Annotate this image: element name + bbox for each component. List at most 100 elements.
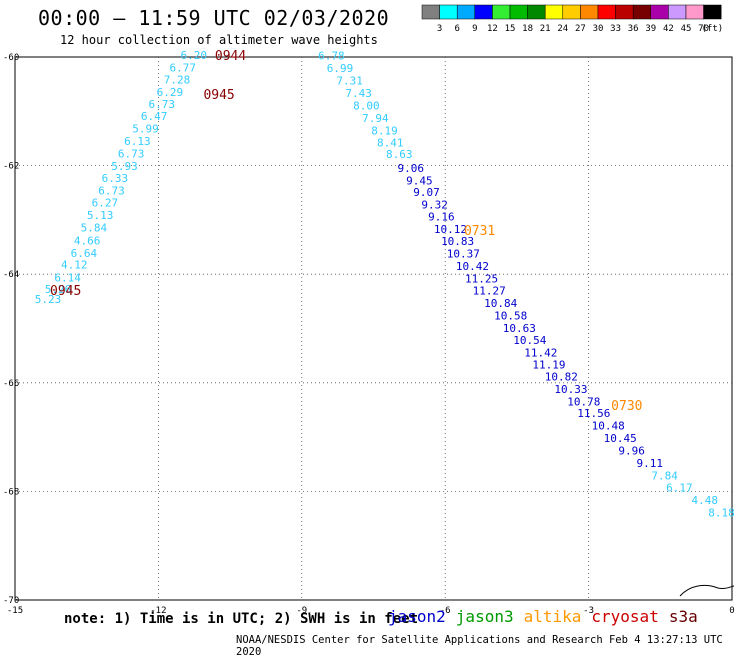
x-tick-label: 0 bbox=[729, 606, 734, 616]
pass-time-label: 0945 bbox=[203, 88, 234, 103]
pass-time-label: 0945 bbox=[50, 284, 81, 299]
data-points: 5.235.266.144.126.644.665.845.136.276.73… bbox=[35, 49, 735, 520]
pass-time-label: 0730 bbox=[611, 399, 642, 414]
y-tick-label: -60 bbox=[3, 53, 19, 63]
swh-point-jason2: 10.82 bbox=[545, 370, 578, 383]
colorbar-swatch bbox=[685, 4, 704, 20]
colorbar-swatch bbox=[562, 4, 581, 20]
colorbar-tick-label: 70 bbox=[698, 24, 709, 34]
swh-point-s3a: 5.99 bbox=[132, 123, 159, 136]
swh-point-jason2: 10.42 bbox=[456, 260, 489, 273]
swh-point-jason2: 7.84 bbox=[651, 470, 678, 483]
swh-point-jason2: 10.45 bbox=[604, 432, 637, 445]
x-tick-label: -3 bbox=[583, 606, 594, 616]
time-labels: 0944 0945 0945 0731 0730 bbox=[50, 49, 642, 414]
legend-s3a: s3a bbox=[668, 607, 698, 626]
swh-point-s3a: 7.31 bbox=[336, 74, 363, 87]
y-tick-label: -68 bbox=[3, 487, 19, 497]
y-tick-label: -66 bbox=[3, 379, 19, 389]
colorbar-swatch bbox=[509, 4, 528, 20]
chart-title: 00:00 – 11:59 UTC 02/03/2020 bbox=[38, 6, 390, 30]
colorbar-swatch bbox=[544, 4, 564, 20]
colorbar-swatch bbox=[527, 4, 546, 20]
swh-point-jason2: 11.25 bbox=[465, 273, 498, 286]
x-tick-label: -12 bbox=[150, 606, 166, 616]
swh-point-s3a: 6.29 bbox=[157, 86, 184, 99]
swh-point-s3a: 6.14 bbox=[54, 271, 81, 284]
swh-point-s3a: 8.00 bbox=[353, 99, 380, 112]
colorbar-tick-label: 21 bbox=[540, 24, 551, 34]
colorbar-tick-label: 18 bbox=[522, 24, 533, 34]
colorbar-tick-label: 39 bbox=[645, 24, 656, 34]
colorbar-swatch bbox=[650, 4, 669, 20]
colorbar-swatch bbox=[580, 4, 599, 20]
satellite-legend: jason2 jason3 altika cryosat s3a bbox=[388, 607, 708, 626]
swh-point-s3a: 6.20 bbox=[181, 49, 208, 62]
swh-point-jason2: 11.42 bbox=[524, 346, 557, 359]
units-note: note: 1) Time is in UTC; 2) SWH is in fe… bbox=[64, 611, 419, 627]
swh-point-s3a: 6.77 bbox=[170, 61, 197, 74]
swh-point-jason2: 9.11 bbox=[637, 457, 664, 470]
colorbar-tick-label: 36 bbox=[628, 24, 639, 34]
colorbar-swatch bbox=[615, 4, 634, 20]
coastline bbox=[679, 584, 735, 597]
colorbar-tick-label: 24 bbox=[557, 24, 568, 34]
swh-point-s3a: 5.26 bbox=[45, 283, 72, 296]
colorbar-tick-label: 9 bbox=[472, 24, 477, 34]
swh-point-s3a: 7.94 bbox=[362, 112, 389, 125]
swh-point-s3a: 6.73 bbox=[148, 98, 175, 111]
swh-point-s3a: 5.13 bbox=[87, 209, 114, 222]
colorbar-swatch bbox=[492, 4, 511, 20]
colorbar-tick-label: 45 bbox=[681, 24, 692, 34]
colorbar-swatch bbox=[597, 4, 616, 20]
swh-point-jason2: 9.96 bbox=[618, 445, 645, 458]
colorbar-swatch bbox=[668, 4, 687, 20]
swh-point-s3a: 5.84 bbox=[81, 222, 108, 235]
legend-jason2: jason2 bbox=[388, 607, 446, 626]
colorbar-tick-label: 3 bbox=[437, 24, 442, 34]
swh-point-jason2: 9.16 bbox=[428, 211, 455, 224]
colorbar-tick-label: 15 bbox=[505, 24, 516, 34]
swh-point-s3a: 6.27 bbox=[92, 197, 119, 210]
swh-point-s3a: 6.78 bbox=[318, 49, 345, 62]
swh-point-jason2: 6.17 bbox=[666, 482, 693, 495]
chart-subtitle: 12 hour collection of altimeter wave hei… bbox=[60, 33, 378, 47]
colorbar-swatch bbox=[632, 4, 652, 20]
swh-point-jason2: 8.18 bbox=[708, 507, 735, 520]
swh-point-jason2: 10.84 bbox=[484, 297, 517, 310]
pass-time-label: 0731 bbox=[464, 224, 495, 239]
swh-point-jason2: 10.12 bbox=[434, 223, 467, 236]
y-tick-label: -62 bbox=[3, 162, 19, 172]
y-tick-label: -70 bbox=[3, 596, 19, 606]
x-tick-label: -6 bbox=[440, 606, 451, 616]
colorbar-tick-label: 6 bbox=[454, 24, 459, 34]
x-tick-label: -15 bbox=[7, 606, 23, 616]
swh-point-jason2: 9.07 bbox=[413, 186, 440, 199]
colorbar-tick-label: 27 bbox=[575, 24, 586, 34]
colorbar-swatch bbox=[474, 4, 493, 20]
swh-point-jason2: 10.48 bbox=[592, 420, 625, 433]
colorbar-swatch bbox=[703, 4, 722, 20]
swh-point-s3a: 8.41 bbox=[377, 136, 404, 149]
swh-point-s3a: 7.28 bbox=[164, 73, 191, 86]
swh-point-s3a: 5.93 bbox=[111, 160, 138, 173]
swh-point-s3a: 6.73 bbox=[98, 185, 125, 198]
swh-point-s3a: 6.73 bbox=[118, 148, 145, 161]
swh-point-jason2: 10.33 bbox=[554, 383, 587, 396]
swh-point-s3a: 8.19 bbox=[371, 124, 398, 137]
legend-cryosat: cryosat bbox=[591, 607, 659, 626]
swh-point-jason2: 10.58 bbox=[494, 309, 527, 322]
axes: -15 -12 -9 -6 -3 0 -60 -62 -64 -66 -68 -70 bbox=[3, 53, 735, 616]
swh-point-jason2: 11.27 bbox=[473, 284, 506, 297]
swh-point-s3a: 6.99 bbox=[327, 62, 354, 75]
swh-point-jason2: 10.54 bbox=[513, 334, 546, 347]
colorbar-tick-label: 42 bbox=[663, 24, 674, 34]
colorbar-tick-label: 30 bbox=[593, 24, 604, 34]
swh-point-jason2: 11.56 bbox=[577, 407, 610, 420]
colorbar-swatch bbox=[421, 4, 440, 20]
swh-point-s3a: 6.13 bbox=[124, 135, 151, 148]
swh-point-s3a: 6.47 bbox=[141, 110, 168, 123]
legend-jason3: jason3 bbox=[455, 607, 514, 626]
credit-line: NOAA/NESDIS Center for Satellite Applica… bbox=[236, 634, 723, 658]
